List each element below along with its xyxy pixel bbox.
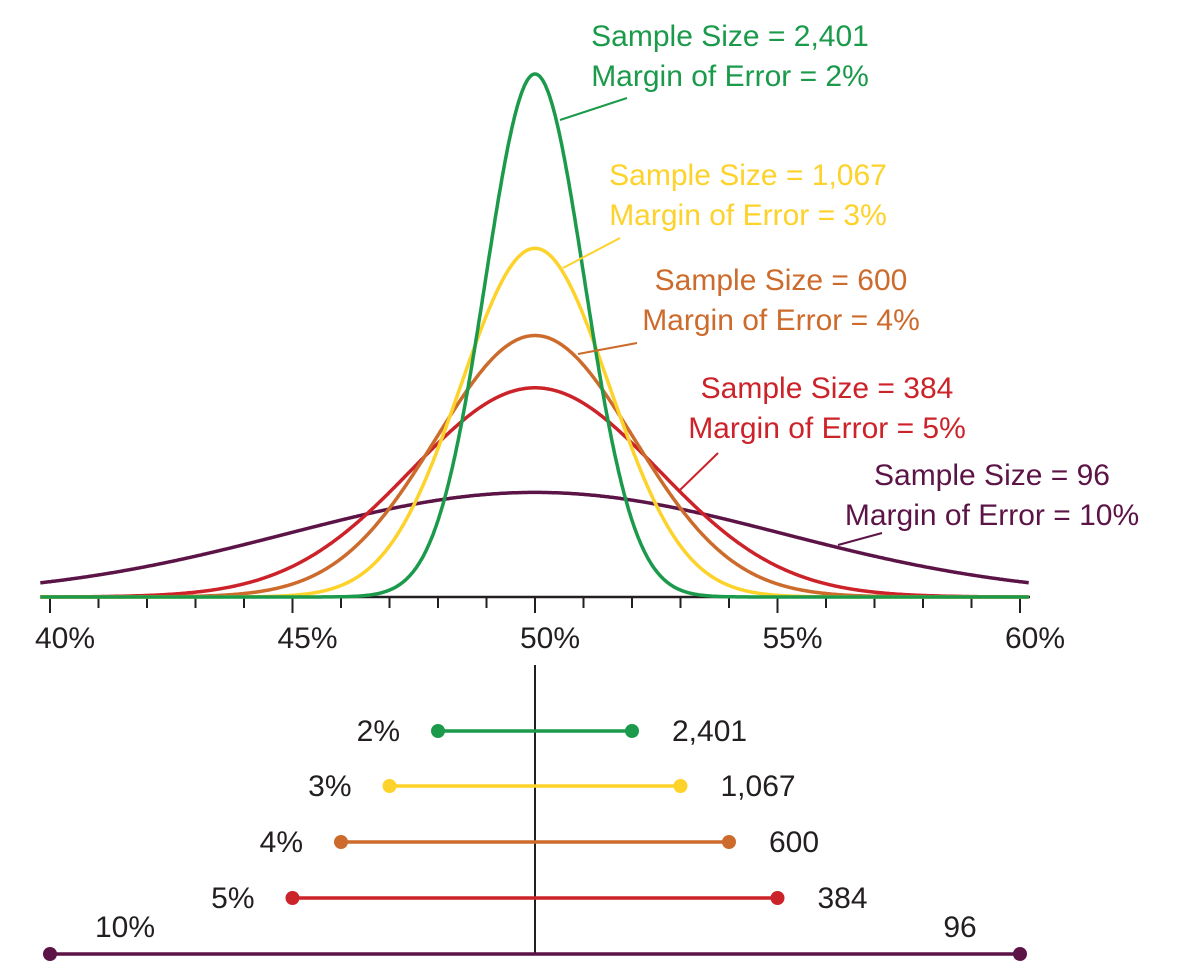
interval-endpoint bbox=[770, 891, 785, 905]
interval-sample-label: 2,401 bbox=[672, 715, 747, 748]
interval-endpoint bbox=[334, 835, 348, 849]
annotation-margin-of-error: Margin of Error = 4% bbox=[642, 304, 920, 337]
annotation-sample-size: Sample Size = 384 bbox=[701, 372, 954, 405]
interval-moe-label: 5% bbox=[211, 882, 254, 915]
x-tick-label: 45% bbox=[277, 622, 337, 655]
annotation-sample-size: Sample Size = 2,401 bbox=[591, 20, 869, 53]
interval-endpoint bbox=[382, 779, 397, 793]
interval-endpoint bbox=[285, 891, 300, 905]
interval-endpoint bbox=[1013, 947, 1027, 961]
interval-endpoint bbox=[43, 947, 57, 961]
annotation-margin-of-error: Margin of Error = 5% bbox=[688, 412, 966, 445]
interval-moe-label: 4% bbox=[260, 826, 303, 859]
annotation-sample-size: Sample Size = 600 bbox=[655, 264, 908, 297]
distribution-curve bbox=[40, 72, 1029, 599]
x-tick-label: 50% bbox=[520, 622, 580, 655]
interval-moe-label: 2% bbox=[357, 715, 400, 748]
annotation-leader-line bbox=[679, 452, 719, 491]
x-tick-label: 60% bbox=[1005, 622, 1065, 655]
annotation-leader-line bbox=[837, 532, 883, 546]
annotation-margin-of-error: Margin of Error = 10% bbox=[845, 499, 1139, 532]
interval-endpoint bbox=[722, 835, 736, 849]
annotation-margin-of-error: Margin of Error = 3% bbox=[609, 199, 887, 232]
interval-sample-label: 96 bbox=[943, 911, 976, 944]
x-tick-label: 40% bbox=[35, 622, 95, 655]
distribution-curve bbox=[40, 490, 1029, 585]
annotation-sample-size: Sample Size = 96 bbox=[874, 459, 1110, 492]
annotation-leader-line bbox=[562, 237, 621, 269]
annotation-leader-line bbox=[577, 342, 638, 355]
annotation-sample-size: Sample Size = 1,067 bbox=[609, 159, 887, 192]
annotation-leader-line bbox=[559, 97, 628, 121]
interval-moe-label: 3% bbox=[308, 770, 351, 803]
annotation-margin-of-error: Margin of Error = 2% bbox=[591, 60, 869, 93]
interval-endpoint bbox=[431, 724, 445, 738]
interval-sample-label: 1,067 bbox=[721, 770, 796, 803]
interval-endpoint bbox=[625, 724, 639, 738]
interval-sample-label: 600 bbox=[769, 826, 819, 859]
interval-sample-label: 384 bbox=[818, 882, 868, 915]
x-tick-label: 55% bbox=[762, 622, 822, 655]
interval-moe-label: 10% bbox=[95, 911, 155, 944]
interval-endpoint bbox=[673, 779, 688, 793]
distribution-curve bbox=[40, 386, 1029, 599]
